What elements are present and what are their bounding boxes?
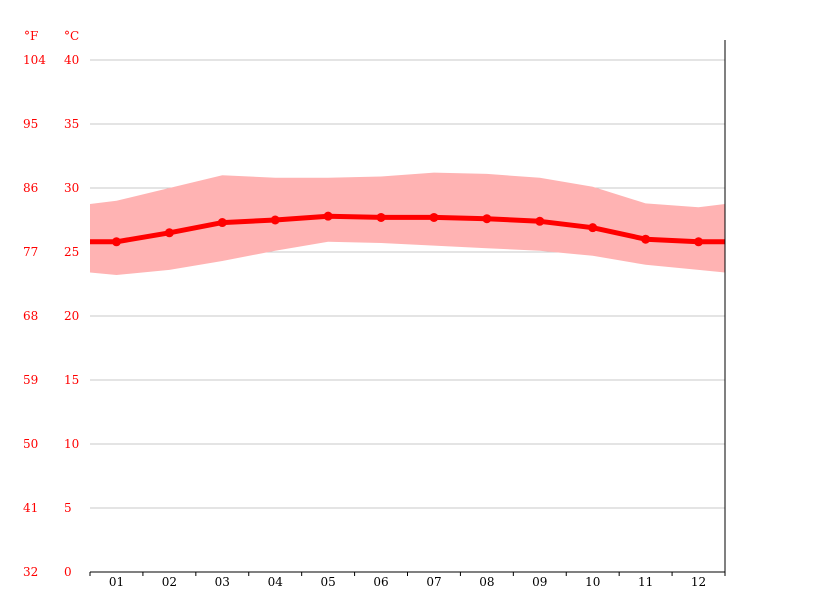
y-tick-fahrenheit: 95 — [23, 117, 38, 131]
mean-temperature-point — [270, 215, 280, 225]
mean-temperature-point — [164, 228, 174, 238]
x-tick-label: 07 — [426, 575, 441, 589]
mean-temperature-point — [535, 216, 545, 226]
y-tick-fahrenheit: 32 — [23, 565, 38, 579]
celsius-unit-label: °C — [64, 29, 79, 43]
y-tick-fahrenheit: 77 — [23, 245, 38, 259]
x-tick-label: 02 — [162, 575, 177, 589]
y-tick-fahrenheit: 68 — [23, 309, 38, 323]
axis-labels: °F °C 0 32 5 41 10 50 15 59 20 68 25 77 30 86 35 95 40 10… — [23, 29, 706, 589]
y-tick-celsius: 30 — [64, 181, 79, 195]
y-tick-fahrenheit: 50 — [23, 437, 38, 451]
y-tick-celsius: 20 — [64, 309, 79, 323]
x-tick-label: 09 — [532, 575, 547, 589]
y-tick-celsius: 15 — [64, 373, 79, 387]
x-tick-label: 05 — [320, 575, 335, 589]
mean-temperature-point — [376, 212, 386, 222]
fahrenheit-unit-label: °F — [24, 29, 38, 43]
grid-lines — [90, 59, 725, 509]
mean-temperature-line — [90, 213, 725, 245]
mean-temperature-point — [429, 212, 439, 222]
y-tick-celsius: 0 — [64, 565, 72, 579]
x-tick-label: 10 — [585, 575, 600, 589]
y-tick-celsius: 10 — [64, 437, 79, 451]
axes — [89, 40, 726, 576]
y-tick-celsius: 35 — [64, 117, 79, 131]
mean-temperature-point — [641, 234, 651, 244]
mean-temperature-point — [482, 214, 492, 224]
x-tick-label: 01 — [109, 575, 124, 589]
x-tick-label: 11 — [638, 575, 653, 589]
range-band-layer — [90, 172, 725, 275]
y-tick-celsius: 40 — [64, 53, 79, 67]
mean-temperature-point — [111, 237, 121, 247]
y-tick-fahrenheit: 104 — [23, 53, 46, 67]
x-tick-label: 08 — [479, 575, 494, 589]
mean-line-layer — [90, 211, 725, 247]
y-tick-celsius: 5 — [64, 501, 72, 515]
mean-temperature-point — [694, 237, 704, 247]
x-tick-label: 12 — [691, 575, 706, 589]
x-tick-label: 04 — [268, 575, 284, 589]
mean-temperature-point — [588, 223, 598, 233]
mean-temperature-point — [217, 218, 227, 228]
y-tick-fahrenheit: 41 — [23, 501, 38, 515]
y-tick-fahrenheit: 86 — [23, 181, 38, 195]
temperature-range-band — [90, 172, 725, 275]
mean-temperature-point — [323, 211, 333, 221]
y-tick-celsius: 25 — [64, 245, 79, 259]
x-tick-label: 06 — [373, 575, 388, 589]
x-tick-label: 03 — [215, 575, 230, 589]
y-tick-fahrenheit: 59 — [23, 373, 38, 387]
